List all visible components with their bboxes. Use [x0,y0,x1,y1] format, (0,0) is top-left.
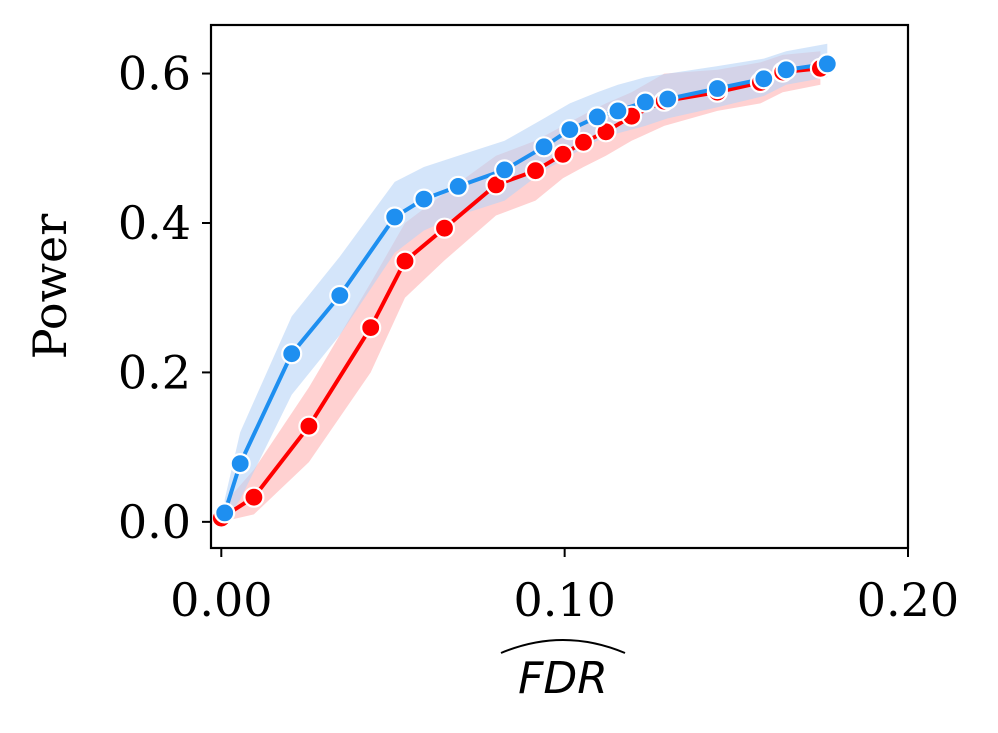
blue-point [816,53,838,75]
blue-point [559,119,581,141]
red-point [552,143,574,165]
blue-point [229,453,251,475]
red-point [243,486,265,508]
blue-point [214,502,236,524]
blue-point [447,175,469,197]
y-tick-label: 0.6 [118,47,191,101]
blue-point [281,343,303,365]
y-axis-ticks: 0.0 0.2 0.4 0.6 [118,47,211,549]
x-axis-label-hat [500,639,626,654]
series-markers [210,53,838,529]
red-confidence-band [221,51,821,522]
blue-point [706,77,729,100]
x-tick-label: 0.20 [857,573,959,627]
red-point [433,217,456,239]
red-point [394,250,416,272]
y-tick-label: 0.0 [118,495,191,549]
blue-point [775,59,797,81]
blue-point [607,100,629,122]
blue-point [494,159,516,181]
blue-point [413,188,435,210]
blue-point [533,136,555,158]
confidence-bands [221,43,828,522]
blue-point [634,91,656,113]
axes-frame [209,23,910,550]
blue-point [586,106,608,128]
red-point [572,131,595,153]
y-tick-label: 0.4 [118,196,191,250]
blue-point [329,284,351,307]
blue-confidence-band [224,43,828,522]
red-point [524,160,547,182]
x-axis-label: FDR [518,653,608,704]
y-axis-label: Power [23,214,77,359]
red-point [298,415,320,437]
x-tick-label: 0.10 [513,573,615,627]
blue-point [753,68,775,90]
blue-point [384,206,406,228]
x-tick-label: 0.00 [170,573,272,627]
blue-point [657,88,679,110]
y-tick-label: 0.2 [118,345,191,399]
red-point [360,317,382,339]
x-axis-ticks: 0.00 0.10 0.20 [170,548,959,627]
